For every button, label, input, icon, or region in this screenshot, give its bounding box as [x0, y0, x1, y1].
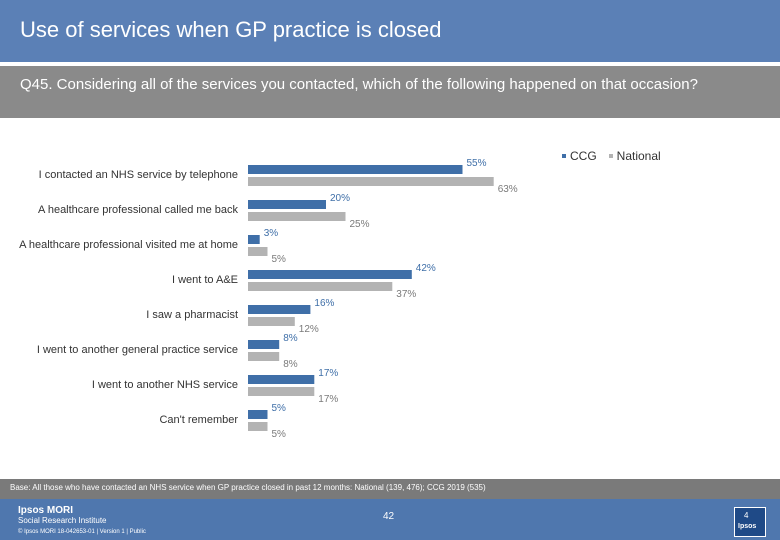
bar-ccg-i-went-to-another-general-practice-service [248, 340, 280, 349]
value-label-ccg-a-healthcare-professional-visited-me-at-home: 3% [264, 228, 279, 239]
bar-national-i-went-to-another-nhs-service [248, 387, 315, 396]
chart-legend: CCG National [562, 149, 661, 163]
value-label-ccg-a-healthcare-professional-called-me-back: 20% [330, 193, 350, 204]
bar-national-i-went-to-another-general-practice-service [248, 352, 280, 361]
value-label-national-i-went-to-a-e: 37% [396, 289, 416, 300]
title-bar [0, 0, 780, 62]
base-bar [0, 479, 780, 499]
value-label-national-i-went-to-another-general-practice-service: 8% [283, 359, 298, 370]
bar-national-a-healthcare-professional-called-me-back [248, 212, 346, 221]
footer [0, 499, 780, 540]
value-label-national-a-healthcare-professional-visited-me-at-home: 5% [272, 254, 287, 265]
category-label-i-contacted-an-nhs-service-by-telephone: I contacted an NHS service by telephone [39, 169, 238, 181]
bar-ccg-i-saw-a-pharmacist [248, 305, 311, 314]
base-note: Base: All those who have contacted an NH… [10, 483, 486, 492]
legend-item-ccg: CCG [562, 149, 597, 163]
value-label-national-a-healthcare-professional-called-me-back: 25% [350, 219, 370, 230]
legend-swatch-national [608, 154, 613, 158]
value-label-national-can-t-remember: 5% [272, 429, 287, 440]
category-label-can-t-remember: Can't remember [159, 414, 238, 426]
question-text: Q45. Considering all of the services you… [20, 76, 698, 93]
ipsos-logo-icon: 4 Ipsos [734, 507, 766, 537]
bar-national-a-healthcare-professional-visited-me-at-home [248, 247, 268, 256]
category-label-i-went-to-another-nhs-service: I went to another NHS service [92, 379, 238, 391]
page-number: 42 [383, 511, 395, 522]
bar-ccg-i-went-to-a-e [248, 270, 412, 279]
bar-national-i-went-to-a-e [248, 282, 393, 291]
bar-ccg-a-healthcare-professional-called-me-back [248, 200, 326, 209]
value-label-ccg-i-went-to-another-general-practice-service: 8% [283, 333, 298, 344]
value-label-ccg-i-went-to-another-nhs-service: 17% [318, 368, 338, 379]
category-label-i-saw-a-pharmacist: I saw a pharmacist [146, 309, 238, 321]
logo-line-1: Ipsos MORI [18, 505, 74, 516]
value-label-ccg-i-saw-a-pharmacist: 16% [314, 298, 334, 309]
legend-item-national: National [608, 149, 661, 163]
value-label-ccg-i-contacted-an-nhs-service-by-telephone: 55% [467, 158, 487, 169]
bar-ccg-i-contacted-an-nhs-service-by-telephone [248, 165, 463, 174]
logo-line-2: Social Research Institute [18, 516, 107, 525]
ipsos-mori-logo: Ipsos MORI Social Research Institute [18, 506, 107, 526]
question-bar [0, 66, 780, 118]
copyright-text: © Ipsos MORI 18-042653-01 | Version 1 | … [18, 529, 146, 535]
legend-swatch-ccg [562, 154, 566, 158]
value-label-ccg-i-went-to-a-e: 42% [416, 263, 436, 274]
bar-national-can-t-remember [248, 422, 268, 431]
value-label-national-i-went-to-another-nhs-service: 17% [318, 394, 338, 405]
category-label-a-healthcare-professional-called-me-back: A healthcare professional called me back [38, 204, 238, 216]
bar-ccg-a-healthcare-professional-visited-me-at-home [248, 235, 260, 244]
category-label-i-went-to-another-general-practice-service: I went to another general practice servi… [37, 344, 238, 356]
bar-chart: I contacted an NHS service by telephone 5… [19, 158, 518, 440]
value-label-national-i-saw-a-pharmacist: 12% [299, 324, 319, 335]
bar-national-i-saw-a-pharmacist [248, 317, 295, 326]
bar-ccg-can-t-remember [248, 410, 268, 419]
category-label-a-healthcare-professional-visited-me-at-home: A healthcare professional visited me at … [19, 239, 238, 251]
value-label-national-i-contacted-an-nhs-service-by-telephone: 63% [498, 184, 518, 195]
bar-national-i-contacted-an-nhs-service-by-telephone [248, 177, 494, 186]
bar-ccg-i-went-to-another-nhs-service [248, 375, 315, 384]
logo-word: Ipsos [738, 523, 757, 530]
category-label-i-went-to-a-e: I went to A&E [172, 274, 238, 286]
legend-label-ccg: CCG [570, 149, 597, 163]
legend-label-national: National [616, 149, 661, 163]
page-title: Use of services when GP practice is clos… [20, 17, 442, 42]
logo-mark: 4 [744, 511, 749, 520]
value-label-ccg-can-t-remember: 5% [272, 403, 287, 414]
